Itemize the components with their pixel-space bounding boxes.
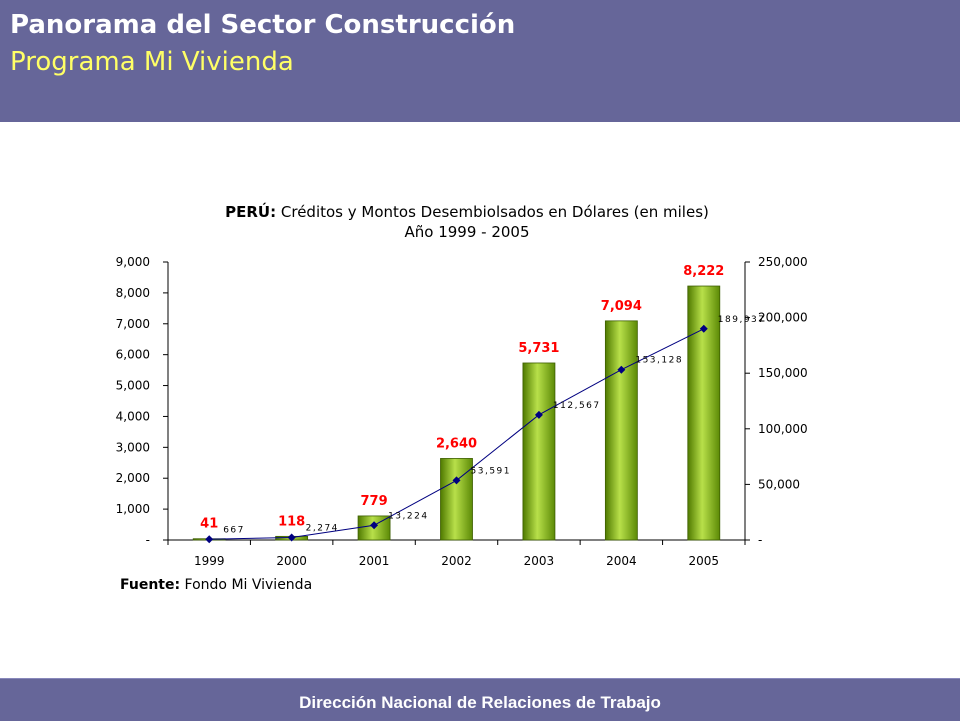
y-right-tick-label: 250,000 <box>758 255 808 269</box>
line-value-label: 153,128 <box>635 356 683 366</box>
bar-value-label: 118 <box>278 514 305 529</box>
y-left-tick-label: 1,000 <box>116 502 150 516</box>
y-right-tick-label: 200,000 <box>758 311 808 325</box>
y-left-tick-label: 7,000 <box>116 317 150 331</box>
line-point <box>370 521 379 530</box>
bar <box>440 458 473 541</box>
line-value-label: 667 <box>223 525 245 535</box>
y-right-tick-label: 150,000 <box>758 366 808 380</box>
slide-title: Panorama del Sector Construcción <box>10 10 516 40</box>
bar <box>687 285 721 541</box>
chart-title-bold: PERÚ: <box>225 202 276 221</box>
y-left-tick-label: 2,000 <box>116 471 150 485</box>
bar-value-label: 41 <box>200 517 218 532</box>
y-left-tick-label: 9,000 <box>116 255 150 269</box>
x-tick-label: 2005 <box>689 554 720 568</box>
y-left-tick-label: - <box>146 533 150 547</box>
header-bar: Panorama del Sector Construcción Program… <box>0 0 960 122</box>
line-point <box>452 476 461 485</box>
line-point <box>287 533 296 542</box>
y-left-tick-label: 3,000 <box>116 440 150 454</box>
bar-value-label: 779 <box>361 494 388 509</box>
line-point <box>617 365 626 374</box>
x-tick-label: 1999 <box>194 554 225 568</box>
y-right-tick-label: 50,000 <box>758 477 800 491</box>
x-tick-label: 2000 <box>276 554 307 568</box>
plot-area: - 1,000 2,000 3,000 4,000 5,000 6,000 7,000 8,00… <box>116 255 808 568</box>
y-right-tick-label: - <box>758 533 762 547</box>
bar-value-label: 7,094 <box>601 299 642 314</box>
y-left-tick-label: 8,000 <box>116 286 150 300</box>
line-value-label: 2,274 <box>306 523 339 533</box>
slide-subtitle: Programa Mi Vivienda <box>10 47 294 77</box>
line-value-label: 189,937 <box>718 315 766 325</box>
chart: PERÚ: Créditos y Montos Desembiolsados e… <box>116 202 808 593</box>
footer-text: Dirección Nacional de Relaciones de Trab… <box>299 693 661 712</box>
line-point <box>205 535 214 544</box>
x-tick-label: 2004 <box>606 554 637 568</box>
x-tick-label: 2001 <box>359 554 390 568</box>
bar <box>522 362 556 541</box>
x-tick-label: 2002 <box>441 554 472 568</box>
line-value-label: 112,567 <box>553 401 601 411</box>
source-value: Fondo Mi Vivienda <box>185 577 313 593</box>
bar <box>604 320 638 541</box>
footer-bar: Dirección Nacional de Relaciones de Trab… <box>0 678 960 721</box>
bar-value-label: 5,731 <box>518 341 559 356</box>
chart-title: PERÚ: Créditos y Montos Desembiolsados e… <box>225 202 709 221</box>
chart-title-line2: Año 1999 - 2005 <box>404 223 529 241</box>
chart-title-rest: Créditos y Montos Desembiolsados en Dóla… <box>281 203 709 221</box>
line-point <box>699 324 708 333</box>
x-tick-label: 2003 <box>524 554 555 568</box>
bar-value-label: 2,640 <box>436 436 477 451</box>
line-point <box>534 410 543 419</box>
y-left-tick-label: 4,000 <box>116 409 150 423</box>
y-left-tick-label: 6,000 <box>116 348 150 362</box>
chart-source: Fuente: Fondo Mi Vivienda <box>120 577 312 593</box>
source-label: Fuente: <box>120 577 180 593</box>
line-value-label: 53,591 <box>471 466 512 476</box>
line-value-label: 13,224 <box>388 511 429 521</box>
y-right-tick-label: 100,000 <box>758 422 808 436</box>
y-left-tick-label: 5,000 <box>116 379 150 393</box>
bar-value-label: 8,222 <box>683 264 724 279</box>
